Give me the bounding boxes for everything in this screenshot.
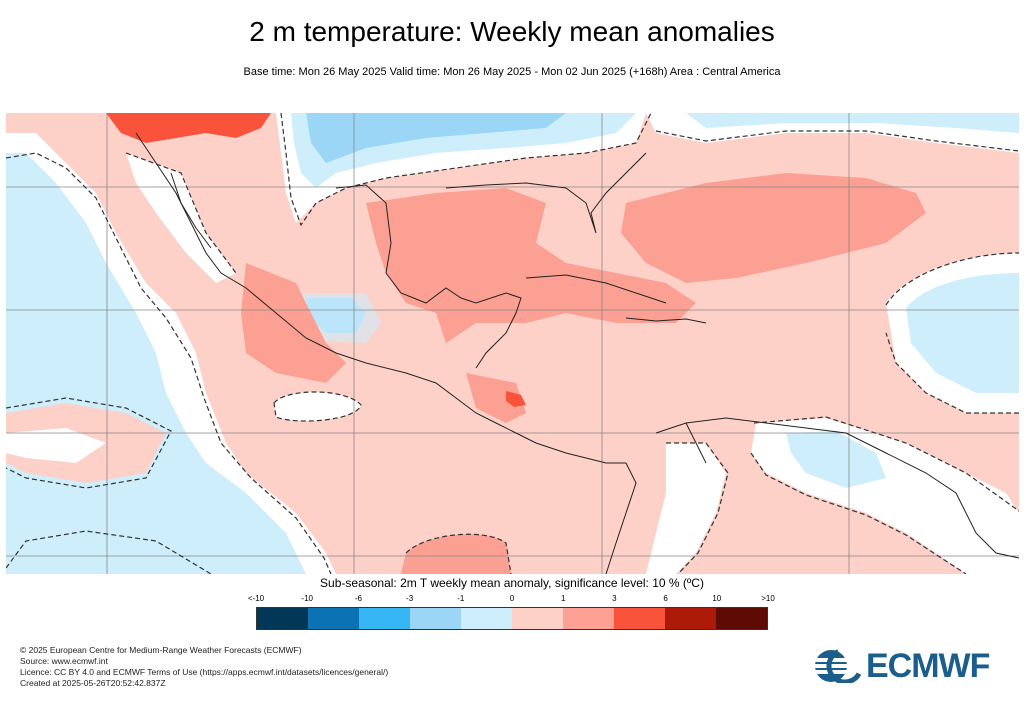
legend-label: 0 [509,594,515,603]
licence-text: Licence: CC BY 4.0 and ECMWF Terms of Us… [20,667,389,677]
significance-contours [6,113,1019,574]
color-scale-swatch [614,608,665,629]
map-canvas [6,113,1019,574]
legend-label: -3 [406,594,414,603]
color-scale-swatch [512,608,563,629]
white-patch-pacific [274,391,361,421]
negative-anomaly-north [276,113,646,223]
legend-label: 3 [612,594,617,603]
map-title: 2 m temperature: Weekly mean anomalies [249,16,775,47]
color-scale-swatch [716,608,767,629]
color-scale-bar [256,607,768,630]
legend-label: <-10 [247,594,265,603]
color-scale-swatch [665,608,716,629]
ecmwf-logo-icon [814,649,862,683]
map-graticule [6,113,1019,574]
source-text: Source: www.ecmwf.int [20,656,108,666]
legend-label: >10 [761,594,775,603]
color-scale-swatch [308,608,359,629]
ecmwf-logo: ECMWF [814,646,1006,685]
ecmwf-logo-text: ECMWF [866,646,990,685]
map-subtitle: Base time: Mon 26 May 2025 Valid time: M… [243,66,781,78]
copyright-text: © 2025 European Centre for Medium-Range … [20,645,302,655]
positive-anomaly-regions [241,173,926,574]
color-scale-swatch [359,608,410,629]
blue-venezuela [786,431,886,488]
color-scale-swatch [563,608,614,629]
footer: © 2025 European Centre for Medium-Range … [20,645,388,689]
legend-label: -6 [354,594,362,603]
legend-label: 1 [560,594,566,603]
legend-label: 10 [712,594,722,603]
white-baja [126,153,236,283]
blue-north-east [686,113,1019,133]
legend-labels: <-10 -10 -6 -3 -1 0 1 3 6 10 >10 [248,594,775,606]
legend-title: Sub-seasonal: 2m T weekly mean anomaly, … [320,576,704,590]
created-text: Created at 2025-05-26T20:52:42.837Z [20,678,166,688]
strong-positive-regions [106,113,526,407]
legend-label: 6 [663,594,668,603]
negative-anomaly-east [886,253,1019,413]
white-patch-west [6,428,106,463]
color-scale-swatch [410,608,461,629]
color-scale-swatch [257,608,308,629]
white-colombia [646,443,726,574]
blue-south-west [6,533,206,573]
anomaly-map [6,113,1019,574]
legend-label: -10 [301,594,313,603]
color-scale-swatch [461,608,512,629]
coastlines [135,132,1019,574]
legend-label: -1 [457,594,465,603]
